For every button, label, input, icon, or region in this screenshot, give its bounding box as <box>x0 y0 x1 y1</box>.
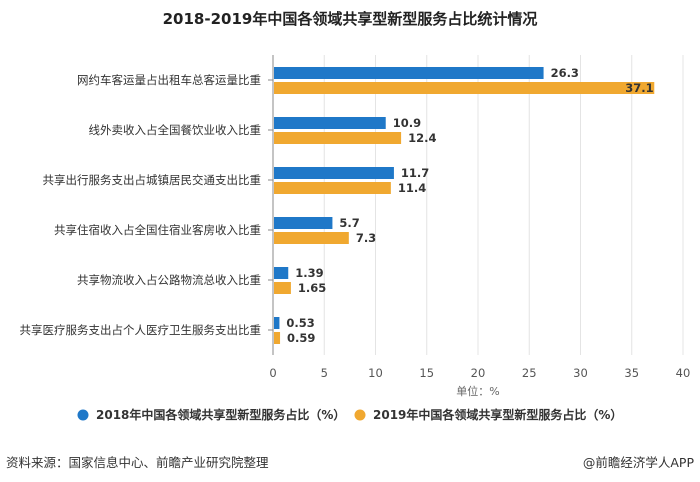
category-label: 共享医疗服务支出占个人医疗卫生服务支出比重 <box>20 323 262 337</box>
bar-2018 <box>274 317 280 329</box>
data-label: 26.3 <box>551 66 579 80</box>
x-tick-label: 15 <box>419 366 434 380</box>
data-label: 7.3 <box>356 231 376 245</box>
data-label: 10.9 <box>393 116 421 130</box>
chart-title: 2018-2019年中国各领域共享型新型服务占比统计情况 <box>162 10 538 28</box>
data-label: 11.4 <box>398 181 426 195</box>
category-label: 共享物流收入占公路物流总收入比重 <box>77 273 261 287</box>
bar-2018 <box>274 167 394 179</box>
x-tick-label: 5 <box>321 366 328 380</box>
x-tick-label: 20 <box>471 366 486 380</box>
x-tick-label: 10 <box>368 366 383 380</box>
data-label: 1.39 <box>295 266 323 280</box>
data-label: 12.4 <box>408 131 436 145</box>
category-label: 线外卖收入占全国餐饮业收入比重 <box>89 123 262 137</box>
category-label: 共享出行服务支出占城镇居民交通支出比重 <box>43 173 262 187</box>
x-tick-label: 40 <box>676 366 691 380</box>
bar-2019 <box>274 132 402 144</box>
data-label: 37.1 <box>625 81 653 95</box>
legend-label: 2018年中国各领域共享型新型服务占比（%） <box>96 407 345 422</box>
legend-marker <box>354 409 366 421</box>
bar-2018 <box>274 267 289 279</box>
bar-2019 <box>274 332 281 344</box>
legend-marker <box>77 409 89 421</box>
bar-chart: 0 5 10 15 20 25 30 35 40 单位：% 网约车客运量占出租车总客运量比重 26.3… <box>20 55 691 422</box>
bar-2018 <box>274 117 386 129</box>
source-note: 资料来源：国家信息中心、前瞻产业研究院整理 <box>6 455 269 470</box>
data-label: 1.65 <box>298 281 326 295</box>
bar-2019 <box>274 282 291 294</box>
category-label: 共享住宿收入占全国住宿业客房收入比重 <box>54 223 261 237</box>
x-tick-label: 25 <box>522 366 537 380</box>
bar-2019 <box>274 82 655 94</box>
legend-label: 2019年中国各领域共享型新型服务占比（%） <box>373 407 622 422</box>
bar-2018 <box>274 67 544 79</box>
bar-2019 <box>274 182 391 194</box>
x-tick-label: 30 <box>573 366 588 380</box>
data-label: 0.59 <box>287 331 315 345</box>
bar-2019 <box>274 232 349 244</box>
data-label: 0.53 <box>286 316 314 330</box>
category-label: 网约车客运量占出租车总客运量比重 <box>77 73 261 87</box>
bar-2018 <box>274 217 333 229</box>
x-tick-label: 35 <box>624 366 639 380</box>
x-axis-label: 单位：% <box>456 384 499 398</box>
data-label: 5.7 <box>339 216 359 230</box>
x-tick-label: 0 <box>269 366 276 380</box>
credit-note: @前瞻经济学人APP <box>582 455 694 470</box>
data-label: 11.7 <box>401 166 429 180</box>
